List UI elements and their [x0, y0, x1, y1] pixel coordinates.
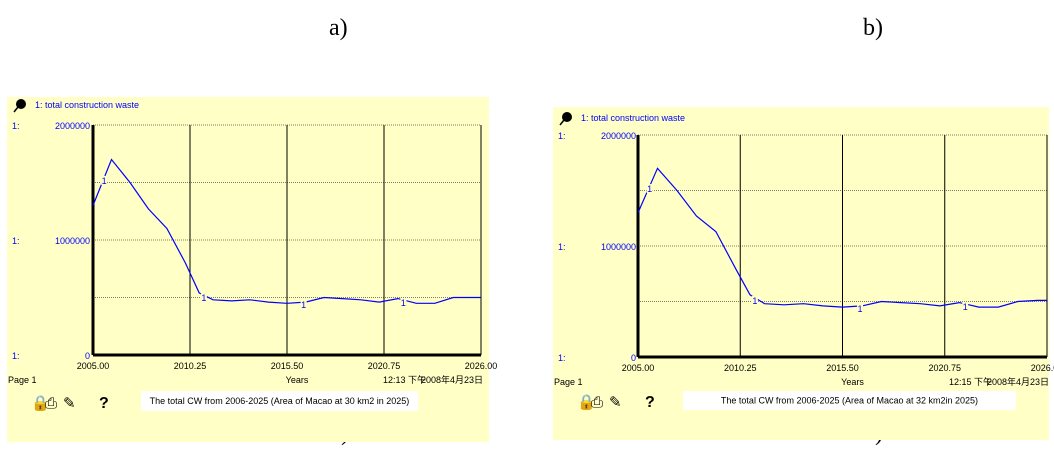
- chart2-series-marker-bg: [751, 295, 758, 305]
- chart1-pin-icon-needle: [13, 106, 19, 113]
- chart1-y-tick-label: 1000000: [55, 236, 90, 246]
- chart2-time-label: 12:15 下午: [949, 376, 992, 387]
- chart2-x-tick-label: 2020.75: [928, 363, 961, 373]
- chart2-x-tick-label: 2005.00: [622, 363, 655, 373]
- chart1-magic-wand-icon: ✎: [63, 394, 76, 412]
- chart1-y-axis-mark: 1:: [12, 236, 20, 246]
- chart2-x-tick-label: 2026.00: [1031, 363, 1054, 373]
- chart1-help-icon: ?: [99, 395, 109, 412]
- caption-b-top: b): [863, 15, 883, 41]
- chart1-x-tick-label: 2010.25: [174, 361, 207, 371]
- chart2-help-icon: ?: [645, 394, 655, 411]
- chart1-x-tick-label: 2020.75: [368, 361, 401, 371]
- chart1-x-tick-label: 2005.00: [77, 361, 110, 371]
- chart2-series-marker-bg: [962, 301, 969, 311]
- chart2-y-axis-mark: 1:: [558, 242, 566, 252]
- chart2-x-axis-label: Years: [841, 377, 864, 387]
- chart1-footer-text: The total CW from 2006-2025 (Area of Mac…: [150, 396, 410, 406]
- chart2-pin-icon-needle: [559, 119, 565, 126]
- chart2-page-label: Page 1: [554, 377, 583, 387]
- chart1-y-axis-mark: 1:: [12, 351, 20, 361]
- chart2-series-marker-bg: [857, 304, 864, 314]
- chart1-x-axis-label: Years: [286, 375, 309, 385]
- chart1-x-tick-label: 2015.50: [271, 361, 304, 371]
- chart1-page-label: Page 1: [8, 375, 37, 385]
- chart1-time-label: 12:13 下午: [383, 374, 426, 385]
- chart1-series-marker: 1: [301, 300, 306, 310]
- chart2-series-marker: 1: [858, 304, 863, 314]
- chart2-date-label: 2008年4月23日: [987, 376, 1049, 387]
- chart1-legend-label: 1: total construction waste: [35, 100, 139, 110]
- chart2-series-marker: 1: [647, 184, 652, 194]
- chart1-y-axis-mark: 1:: [12, 121, 20, 131]
- chart2-x-tick-label: 2015.50: [826, 363, 859, 373]
- chart1-pin-icon: [16, 99, 26, 109]
- chart2-print-icon: ⎙: [591, 393, 603, 411]
- chart1-series-line-1: [92, 158, 481, 304]
- chart1-lock-icon: 🔒: [31, 394, 50, 412]
- chart1-footer-box: [141, 391, 418, 411]
- chart2-lock-icon: 🔒: [577, 393, 596, 411]
- chart1-date-label: 2008年4月23日: [421, 374, 483, 385]
- chart1-series-marker: 1: [102, 176, 107, 186]
- chart2-pin-icon: [562, 112, 572, 122]
- chart2-y-axis-mark: 1:: [558, 131, 566, 141]
- chart2-panel-background: [553, 107, 1049, 440]
- chart2-y-tick-label: 0: [631, 353, 636, 363]
- chart1-x-tick-label: 2026.00: [465, 361, 498, 371]
- chart2-footer-box: [683, 391, 1016, 410]
- chart1-series-marker: 1: [401, 298, 406, 308]
- chart2-series-marker-bg: [646, 184, 653, 194]
- chart1-series-marker-bg: [101, 175, 108, 185]
- caption-a: a): [329, 15, 348, 41]
- chart1-y-tick-label: 2000000: [55, 121, 90, 131]
- chart1-series-marker-bg: [300, 300, 307, 310]
- chart2-y-tick-label: 2000000: [601, 131, 636, 141]
- chart2-series-marker: 1: [963, 302, 968, 312]
- chart1-print-icon: ⎙: [45, 394, 57, 412]
- chart2-y-tick-label: 1000000: [601, 242, 636, 252]
- chart1-panel-background: [7, 97, 489, 442]
- chart1-series-marker-bg: [200, 293, 207, 303]
- chart1-y-tick-label: 0: [85, 351, 90, 361]
- chart2-legend-label: 1: total construction waste: [581, 113, 685, 123]
- chart2-magic-wand-icon: ✎: [609, 393, 622, 411]
- chart1-series-marker: 1: [201, 293, 206, 303]
- chart1-series-marker-bg: [400, 298, 407, 308]
- chart2-y-axis-mark: 1:: [558, 353, 566, 363]
- chart2-x-tick-label: 2010.25: [724, 363, 757, 373]
- chart2-series-marker: 1: [752, 296, 757, 306]
- chart2-series-line-1: [637, 167, 1047, 308]
- chart2-footer-text: The total CW from 2006-2025 (Area of Mac…: [721, 396, 978, 406]
